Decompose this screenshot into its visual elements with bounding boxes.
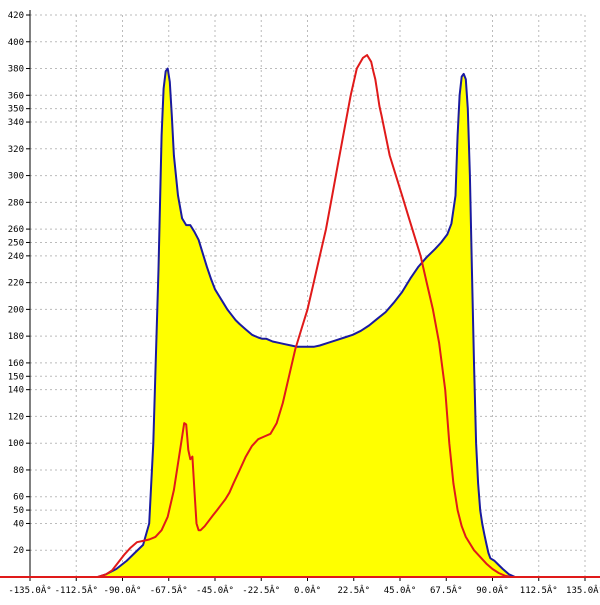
y-tick-label: 200 [8, 305, 24, 315]
line-layer [30, 54, 585, 578]
x-tick-label: 0.0Â° [294, 584, 321, 596]
axis-layer [0, 10, 600, 581]
y-tick-label: 350 [8, 105, 24, 115]
y-tick-label: 340 [8, 118, 24, 128]
y-tick-label: 420 [8, 11, 24, 21]
x-tick-label: 45.0Â° [384, 584, 417, 596]
y-tick-label: 180 [8, 332, 24, 342]
x-tick-label: -135.0Â° [8, 584, 51, 596]
x-tick-label: -90.0Â° [104, 584, 142, 596]
label-layer: 20 40 50 60 80 100 120 140 150 160 180 200 220 240 250… [8, 11, 600, 596]
y-tick-label: 320 [8, 145, 24, 155]
y-tick-label: 160 [8, 359, 24, 369]
y-tick-label: 40 [13, 519, 24, 529]
x-tick-label: 135.0Â° [566, 584, 600, 596]
x-tick-label: 112.5Â° [520, 584, 558, 596]
y-tick-label: 20 [13, 546, 24, 556]
series-0-area [30, 68, 585, 577]
y-tick-label: 140 [8, 386, 24, 396]
y-tick-label: 360 [8, 91, 24, 101]
x-tick-label: -45.0Â° [196, 584, 234, 596]
y-tick-label: 260 [8, 225, 24, 235]
x-tick-label: 67.5Â° [430, 584, 463, 596]
x-tick-label: -112.5Â° [55, 584, 98, 596]
y-tick-label: 380 [8, 65, 24, 75]
y-tick-label: 100 [8, 439, 24, 449]
y-tick-label: 220 [8, 279, 24, 289]
y-tick-label: 50 [13, 506, 24, 516]
area-layer [30, 68, 585, 577]
x-tick-label: 22.5Â° [337, 584, 370, 596]
series-0-line [30, 67, 585, 578]
y-tick-label: 240 [8, 252, 24, 262]
series-1-line [30, 54, 585, 578]
y-tick-label: 80 [13, 466, 24, 476]
y-tick-label: 250 [8, 238, 24, 248]
y-tick-label: 300 [8, 172, 24, 182]
x-tick-label: -22.5Â° [242, 584, 280, 596]
y-tick-label: 280 [8, 198, 24, 208]
y-tick-label: 120 [8, 412, 24, 422]
x-tick-label: 90.0Â° [476, 584, 509, 596]
y-tick-label: 60 [13, 493, 24, 503]
y-tick-label: 400 [8, 38, 24, 48]
x-tick-label: -67.5Â° [150, 584, 188, 596]
y-tick-label: 150 [8, 372, 24, 382]
